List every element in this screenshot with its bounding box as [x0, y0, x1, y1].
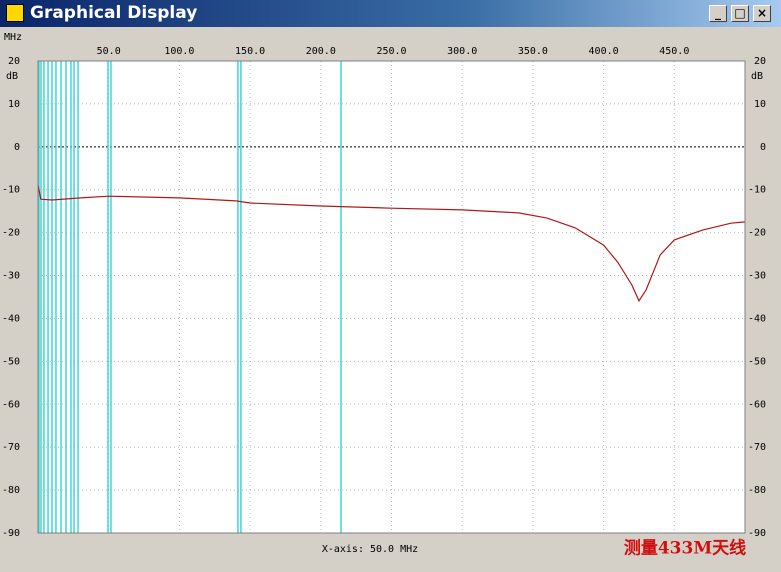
y-tick-label: 0 — [14, 142, 20, 153]
y2-tick-label: -70 — [748, 442, 766, 453]
maximize-button[interactable]: □ — [731, 5, 749, 22]
footer: X-axis: 50.0 MHz — [322, 544, 418, 555]
trace — [37, 184, 746, 303]
y2-tick-label: -20 — [748, 228, 766, 239]
y2-tick-label: 0 — [760, 142, 766, 153]
y2-tick-label: -80 — [748, 485, 766, 496]
x-tick-label: 450.0 — [659, 46, 689, 57]
y2-tick-label: -50 — [748, 356, 766, 367]
x-tick-label: 250.0 — [376, 46, 406, 57]
y2-axis-label: dB — [751, 71, 763, 82]
y2-tick-label: 10 — [754, 99, 766, 110]
y-tick-label: -20 — [2, 228, 20, 239]
y-tick-label: -80 — [2, 485, 20, 496]
y-tick-label: -70 — [2, 442, 20, 453]
x-tick-label: 200.0 — [306, 46, 336, 57]
y-tick-label: -60 — [2, 399, 20, 410]
y-tick-label: -30 — [2, 271, 20, 282]
y-tick-label: 20 — [8, 56, 20, 67]
x-tick-label: 350.0 — [518, 46, 548, 57]
y2-tick-label: -40 — [748, 313, 766, 324]
plot-border — [37, 60, 746, 534]
chart: MHz dB dB X-axis: 50.0 MHz 测量433M天线 20 20… — [2, 32, 766, 559]
y2-tick-label: -10 — [748, 185, 766, 196]
x-tick-label: 50.0 — [97, 46, 121, 57]
y-tick-label: -40 — [2, 313, 20, 324]
x-tick-label: 150.0 — [235, 46, 265, 57]
y-tick-label: 10 — [8, 99, 20, 110]
x-axis-label: MHz — [4, 32, 22, 43]
window-title: Graphical Display — [30, 3, 198, 23]
y2-tick-label: -90 — [748, 528, 766, 539]
x-tick-label: 100.0 — [164, 46, 194, 57]
x-tick-label: 300.0 — [447, 46, 477, 57]
minimize-button[interactable]: _ — [709, 5, 727, 22]
y-tick-label: -90 — [2, 528, 20, 539]
x-tick-label: 400.0 — [589, 46, 619, 57]
app-icon — [6, 4, 24, 22]
y-tick-label: -50 — [2, 356, 20, 367]
close-button[interactable]: × — [753, 5, 771, 22]
y-axis-label: dB — [6, 71, 18, 82]
title-bar: Graphical Display _ □ × — [0, 0, 781, 27]
y2-tick-label: -30 — [748, 271, 766, 282]
y2-tick-label: -60 — [748, 399, 766, 410]
y-tick-label: -10 — [2, 185, 20, 196]
annotation: 测量433M天线 — [624, 538, 746, 559]
y2-tick-label: 20 — [754, 56, 766, 67]
